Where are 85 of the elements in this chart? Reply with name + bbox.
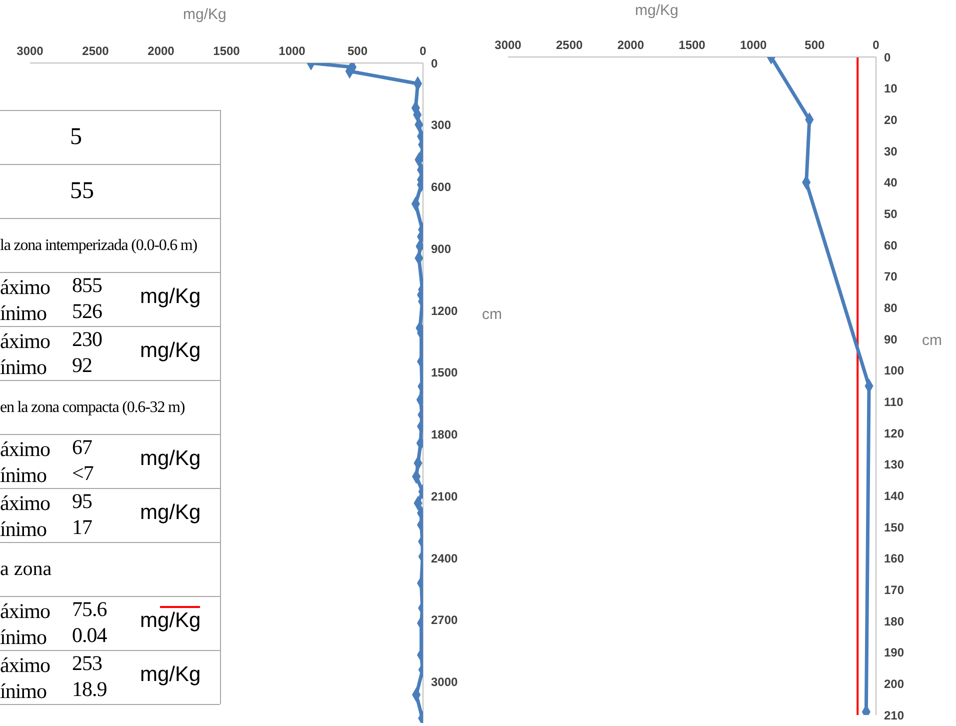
x-tick-label: 2500	[556, 38, 584, 52]
annotation: 526	[72, 299, 102, 324]
y-tick-label: 160	[884, 552, 904, 566]
annotation: 18.9	[72, 677, 107, 702]
annotation: áximo	[0, 653, 50, 678]
y-tick-label: 0	[431, 56, 438, 70]
y-tick-label: 210	[884, 708, 904, 722]
annotation: áximo	[0, 275, 50, 300]
x-tick-label: 2500	[82, 44, 110, 58]
x-axis-title: mg/Kg	[635, 2, 678, 19]
annotation: la zona intemperizada (0.0-0.6 m)	[0, 236, 197, 254]
x-tick-label: 3000	[494, 38, 522, 52]
y-tick-label: 900	[431, 242, 452, 256]
annotation: <7	[72, 461, 94, 486]
annotation: ínimo	[0, 463, 47, 488]
annotation: ínimo	[0, 517, 47, 542]
annotation: 253	[72, 651, 102, 676]
y-tick-label: 80	[884, 300, 898, 315]
y-tick-label: 190	[884, 646, 904, 660]
y-tick-label: 110	[884, 394, 904, 409]
y-tick-label: 70	[884, 270, 898, 284]
x-tick-label: 0	[420, 44, 427, 58]
y-tick-label: 140	[884, 488, 904, 503]
annotation: mg/Kg	[140, 501, 201, 525]
y-tick-label: 200	[884, 676, 904, 691]
annotation: mg/Kg	[140, 663, 201, 687]
annotation: a zona	[0, 558, 52, 581]
annotation: 17	[72, 515, 92, 540]
annotation: áximo	[0, 599, 50, 624]
annotation: áximo	[0, 329, 50, 354]
annotation: áximo	[0, 437, 50, 462]
annotation: 75.6	[72, 597, 107, 622]
y-tick-label: 2700	[431, 613, 458, 628]
x-tick-label: 500	[347, 44, 368, 58]
x-tick-label: 1000	[740, 38, 768, 52]
y-tick-label: 120	[884, 426, 904, 440]
annotation: ínimo	[0, 679, 47, 704]
annotation: mg/Kg	[140, 285, 201, 309]
y-tick-label: 180	[884, 614, 904, 628]
annotation: 67	[72, 435, 92, 460]
y-tick-label: 1800	[431, 428, 458, 442]
annotation: 95	[72, 489, 92, 514]
y-tick-label: 170	[884, 582, 904, 597]
x-tick-label: 1000	[278, 44, 306, 58]
annotation: mg/Kg	[140, 339, 201, 363]
annotation: en la zona compacta (0.6-32 m)	[0, 398, 185, 416]
y-axis-title: cm	[482, 306, 502, 323]
annotation: 92	[72, 353, 92, 378]
x-tick-label: 0	[872, 38, 880, 52]
annotation: ínimo	[0, 625, 47, 650]
x-axis-title: mg/Kg	[183, 6, 226, 23]
y-tick-label: 20	[884, 112, 898, 127]
x-tick-label: 2000	[617, 38, 644, 52]
y-tick-label: 50	[884, 206, 898, 221]
y-tick-label: 130	[884, 458, 904, 472]
y-tick-label: 2400	[431, 551, 458, 566]
x-tick-label: 500	[804, 38, 825, 52]
y-tick-label: 10	[884, 82, 898, 96]
y-tick-label: 40	[884, 176, 898, 190]
y-tick-label: 3000	[431, 675, 458, 690]
y-tick-label: 150	[884, 520, 904, 534]
y-tick-label: 1500	[431, 366, 458, 380]
annotation: mg/Kg	[140, 609, 201, 633]
y-tick-label: 90	[884, 332, 898, 346]
y-tick-label: 300	[431, 118, 452, 132]
annotation: 55	[70, 178, 94, 205]
y-tick-label: 100	[884, 364, 904, 378]
y-tick-label: 1200	[431, 304, 458, 318]
x-tick-label: 2000	[148, 44, 175, 58]
annotation: 0.04	[72, 623, 107, 648]
x-tick-label: 3000	[16, 44, 44, 58]
y-axis-title: cm	[922, 332, 942, 349]
y-tick-label: 60	[884, 238, 898, 252]
y-tick-label: 2100	[431, 489, 458, 504]
annotation: 5	[70, 124, 82, 151]
x-tick-label: 1500	[678, 38, 706, 52]
annotation: ínimo	[0, 301, 47, 326]
annotation: ínimo	[0, 355, 47, 380]
x-tick-label: 1500	[213, 44, 240, 58]
y-tick-label: 600	[431, 180, 452, 194]
y-tick-label: 30	[884, 144, 898, 158]
annotation: áximo	[0, 491, 50, 516]
annotation: mg/Kg	[140, 447, 201, 471]
annotation: 230	[72, 327, 102, 352]
annotation: 855	[72, 273, 102, 298]
